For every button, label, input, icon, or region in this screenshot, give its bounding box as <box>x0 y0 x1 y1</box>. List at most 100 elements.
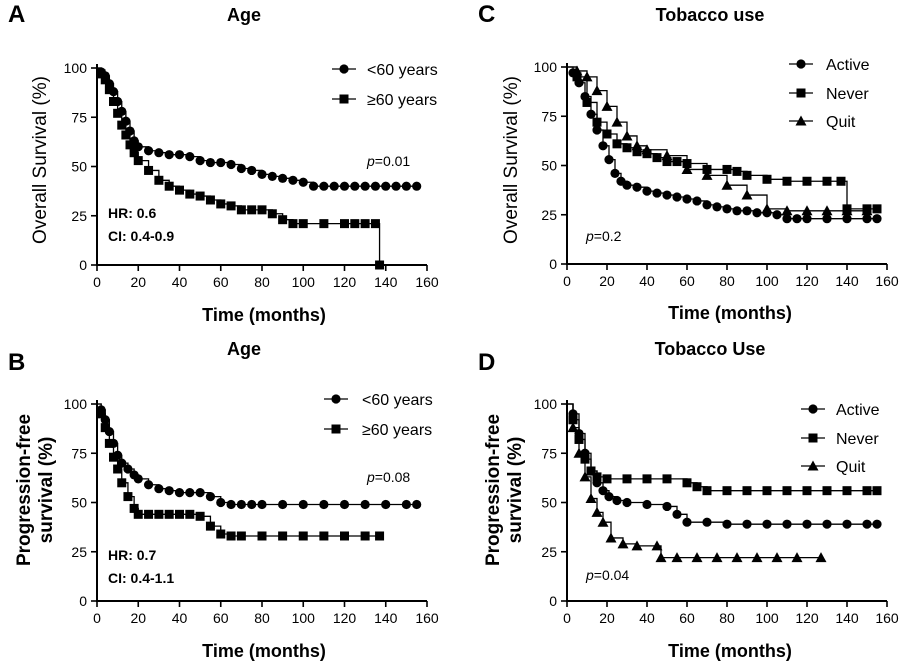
data-point <box>174 150 185 160</box>
data-point <box>267 209 277 219</box>
data-point <box>319 219 329 229</box>
data-point <box>782 519 792 529</box>
data-point <box>236 531 246 541</box>
data-point <box>375 260 385 270</box>
data-point <box>113 464 123 474</box>
data-point <box>652 188 662 198</box>
data-point <box>862 486 872 496</box>
x-tick-label: 0 <box>93 274 101 290</box>
p-value: p=0.2 <box>585 228 622 244</box>
data-point <box>802 519 812 529</box>
data-point <box>632 182 642 192</box>
data-point <box>133 474 143 484</box>
data-point <box>340 219 349 229</box>
y-tick-label: 75 <box>541 445 557 461</box>
y-tick-label: 0 <box>79 257 87 273</box>
data-point <box>742 486 752 496</box>
data-point <box>154 175 164 185</box>
data-point <box>591 85 603 96</box>
x-tick-label: 80 <box>719 610 735 626</box>
data-point <box>164 509 174 519</box>
data-point <box>586 109 596 119</box>
x-tick-label: 80 <box>254 274 270 290</box>
data-point <box>267 171 277 181</box>
y-tick-label: 100 <box>534 396 558 412</box>
y-tick-label: 100 <box>534 59 558 75</box>
data-point <box>571 65 583 76</box>
survival-curve <box>567 403 821 559</box>
data-point <box>836 176 846 186</box>
y-tick-label: 50 <box>71 495 87 511</box>
data-point <box>164 150 174 160</box>
y-tick-label: 25 <box>71 544 87 560</box>
x-axis-title: Time (months) <box>668 641 792 661</box>
data-point <box>742 170 752 180</box>
data-point <box>782 486 792 496</box>
data-point <box>257 531 267 541</box>
legend-label: Never <box>826 86 869 103</box>
x-tick-label: 40 <box>172 274 188 290</box>
legend-label: ≥60 years <box>362 422 432 439</box>
series-triangle <box>567 65 873 216</box>
p-value-symbol: p <box>585 567 594 583</box>
data-point <box>792 214 802 224</box>
data-point <box>682 517 692 527</box>
x-tick-label: 100 <box>292 610 316 626</box>
legend-marker-triangle <box>795 115 807 126</box>
data-point <box>298 499 308 510</box>
data-point <box>781 205 793 216</box>
data-point <box>592 472 602 482</box>
x-tick-label: 40 <box>639 610 655 626</box>
x-tick-label: 60 <box>679 610 695 626</box>
data-point <box>722 164 732 174</box>
data-point <box>143 480 154 490</box>
panel-letter: B <box>8 349 25 376</box>
y-tick-label: 50 <box>71 159 87 175</box>
x-tick-label: 60 <box>213 274 229 290</box>
data-point <box>579 471 591 482</box>
data-point <box>842 486 852 496</box>
data-point <box>622 180 632 190</box>
data-point <box>205 521 215 531</box>
y-tick-label: 0 <box>79 593 87 609</box>
x-tick-label: 140 <box>374 274 398 290</box>
data-point <box>144 509 154 519</box>
x-axis-title: Time (months) <box>668 303 792 323</box>
series-triangle <box>567 403 827 563</box>
data-point <box>236 205 246 215</box>
data-point <box>598 141 608 151</box>
data-point <box>175 509 184 519</box>
x-tick-label: 120 <box>333 610 357 626</box>
data-point <box>662 501 672 512</box>
data-point <box>662 474 672 484</box>
data-point <box>722 519 732 529</box>
data-point <box>375 531 385 541</box>
data-point <box>100 75 110 85</box>
data-point <box>360 181 370 191</box>
data-point <box>592 125 602 135</box>
data-point <box>612 495 622 506</box>
data-point <box>308 181 319 191</box>
data-point <box>691 552 703 563</box>
data-point <box>701 169 713 180</box>
data-point <box>298 177 308 187</box>
data-point <box>195 191 205 201</box>
data-point <box>572 72 582 82</box>
x-tick-label: 80 <box>719 273 735 289</box>
data-point <box>226 531 236 541</box>
y-tick-label: 0 <box>549 593 557 609</box>
x-axis-title: Time (months) <box>202 641 326 661</box>
x-tick-label: 60 <box>679 273 695 289</box>
legend-marker-square <box>331 424 341 434</box>
data-point <box>802 214 812 224</box>
data-point <box>622 143 632 153</box>
data-point <box>872 214 882 224</box>
data-point <box>216 497 226 508</box>
data-point <box>872 486 882 496</box>
data-point <box>154 509 164 519</box>
data-point <box>236 499 246 510</box>
data-point <box>567 422 579 433</box>
data-point <box>722 486 732 496</box>
survival-curve <box>567 403 877 525</box>
